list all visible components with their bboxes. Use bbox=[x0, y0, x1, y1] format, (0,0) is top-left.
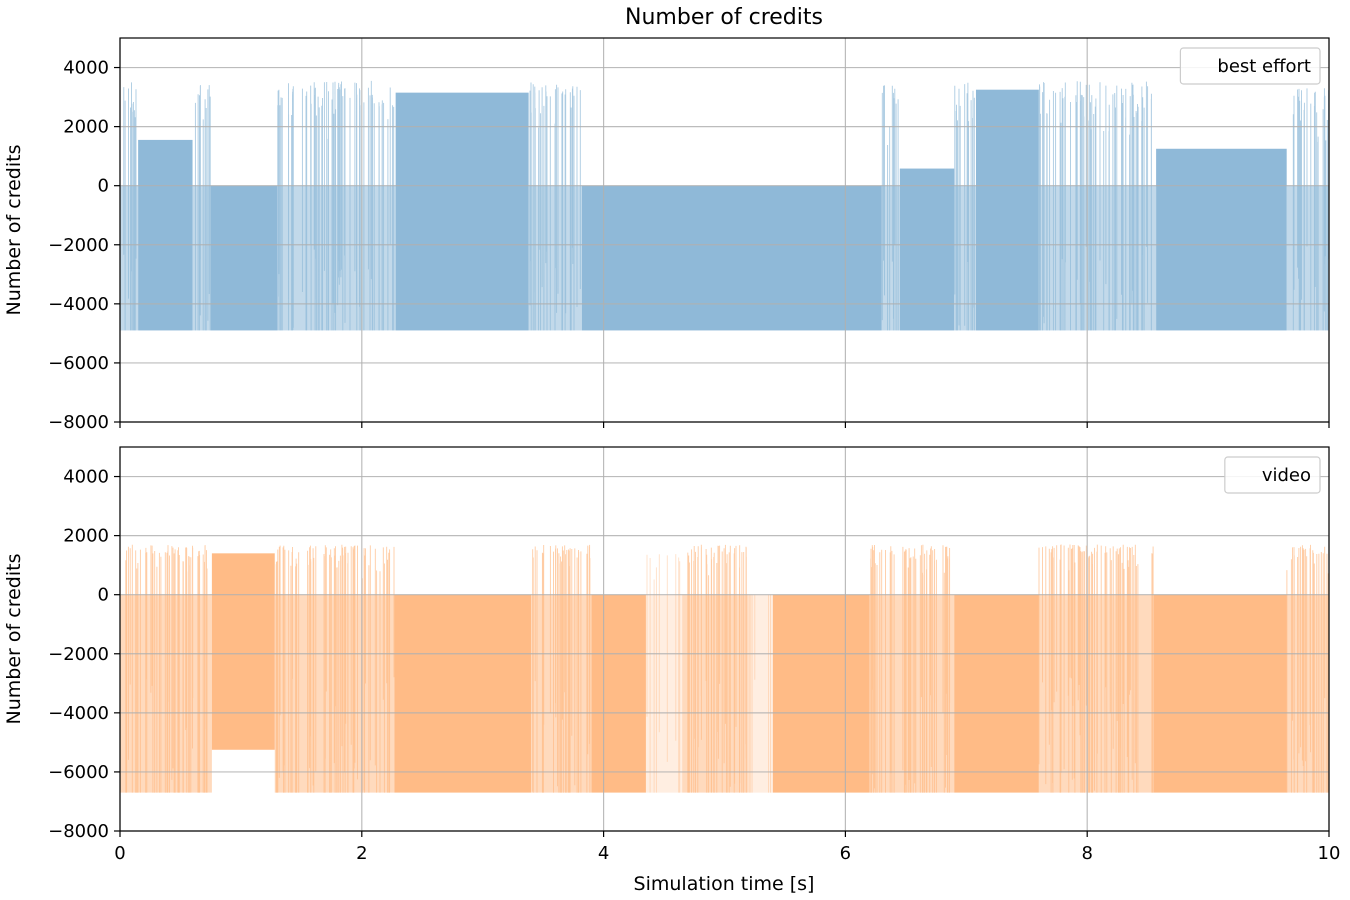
credit-block-base bbox=[645, 594, 683, 793]
plot-frame bbox=[119, 37, 1330, 423]
credit-block-base bbox=[869, 594, 955, 793]
credit-spikes bbox=[881, 85, 899, 331]
y-tick-label: 0 bbox=[98, 585, 109, 606]
credit-spikes bbox=[194, 85, 211, 331]
credit-block bbox=[395, 92, 529, 331]
credit-block bbox=[975, 89, 1039, 331]
credit-block bbox=[591, 594, 646, 793]
x-tick-label: 8 bbox=[1081, 843, 1092, 864]
credit-block-base bbox=[1038, 594, 1154, 793]
credit-block bbox=[394, 594, 532, 793]
credit-spikes bbox=[120, 544, 194, 793]
y-tick-label: −6000 bbox=[48, 762, 109, 783]
panel-0: 4000 2000 0 −2000 −4000 −6000 −8000 Number of c… bbox=[3, 37, 1330, 433]
y-tick-label: −8000 bbox=[48, 821, 109, 842]
x-tick-label: 2 bbox=[356, 843, 367, 864]
credit-block-base bbox=[277, 185, 396, 331]
legend-0: best effort bbox=[1179, 47, 1321, 85]
credit-block-base bbox=[1038, 185, 1157, 331]
credit-block bbox=[899, 168, 955, 331]
credit-spikes bbox=[123, 82, 137, 331]
credit-spikes bbox=[1038, 544, 1154, 793]
credit-block bbox=[772, 594, 870, 793]
legend-box bbox=[1179, 47, 1321, 85]
credit-block bbox=[138, 139, 193, 331]
y-tick-label: −2000 bbox=[48, 235, 109, 256]
y-axis-label: Number of credits bbox=[3, 554, 25, 725]
series-area-1 bbox=[120, 544, 1329, 793]
credit-spikes bbox=[954, 82, 975, 331]
credit-spikes bbox=[529, 82, 581, 331]
credit-block bbox=[954, 594, 1039, 793]
credit-block-base bbox=[748, 594, 773, 793]
credit-spikes bbox=[532, 544, 591, 793]
y-axis-label: Number of credits bbox=[3, 145, 25, 316]
axis-ticks-0: 4000 2000 0 −2000 −4000 −6000 −8000 bbox=[48, 58, 1330, 433]
y-tick-label: 2000 bbox=[63, 117, 109, 138]
legend-1: video bbox=[1224, 456, 1321, 494]
y-tick-label: 4000 bbox=[63, 58, 109, 79]
credit-block bbox=[210, 185, 278, 331]
credit-block-base bbox=[1286, 594, 1329, 793]
y-tick-label: −8000 bbox=[48, 412, 109, 433]
x-tick-label: 4 bbox=[598, 843, 609, 864]
legend-label: video bbox=[1262, 465, 1311, 486]
chart-panels: 4000 2000 0 −2000 −4000 −6000 −8000 Number of c… bbox=[3, 37, 1340, 864]
credit-spikes bbox=[748, 594, 771, 793]
y-tick-label: −2000 bbox=[48, 644, 109, 665]
y-tick-label: −4000 bbox=[48, 294, 109, 315]
credit-block-base bbox=[881, 185, 900, 331]
legend-label: best effort bbox=[1217, 56, 1311, 77]
credit-block bbox=[211, 553, 275, 750]
credit-block bbox=[581, 185, 882, 331]
credit-spikes bbox=[275, 544, 395, 793]
credit-block-base bbox=[682, 594, 749, 793]
credit-spikes bbox=[1039, 81, 1152, 331]
y-tick-label: −4000 bbox=[48, 703, 109, 724]
credit-spikes bbox=[870, 544, 951, 793]
credit-spikes bbox=[1292, 88, 1329, 331]
y-tick-label: −6000 bbox=[48, 353, 109, 374]
x-tick-label: 6 bbox=[840, 843, 851, 864]
y-tick-label: 2000 bbox=[63, 526, 109, 547]
chart-title: Number of credits bbox=[625, 5, 823, 30]
credit-block bbox=[1156, 148, 1287, 331]
credit-block bbox=[1153, 594, 1287, 793]
credit-spikes bbox=[646, 554, 681, 793]
legend-box bbox=[1224, 456, 1321, 494]
credit-spikes bbox=[197, 545, 208, 793]
credit-spikes bbox=[277, 80, 395, 331]
x-tick-label: 10 bbox=[1318, 843, 1341, 864]
series-area-0 bbox=[120, 80, 1329, 331]
y-tick-label: 0 bbox=[98, 176, 109, 197]
y-tick-label: 4000 bbox=[63, 467, 109, 488]
x-axis-label: Simulation time [s] bbox=[634, 873, 815, 895]
plot-frame bbox=[119, 446, 1330, 832]
x-tick-label: 0 bbox=[114, 843, 125, 864]
credit-spikes bbox=[687, 544, 747, 793]
